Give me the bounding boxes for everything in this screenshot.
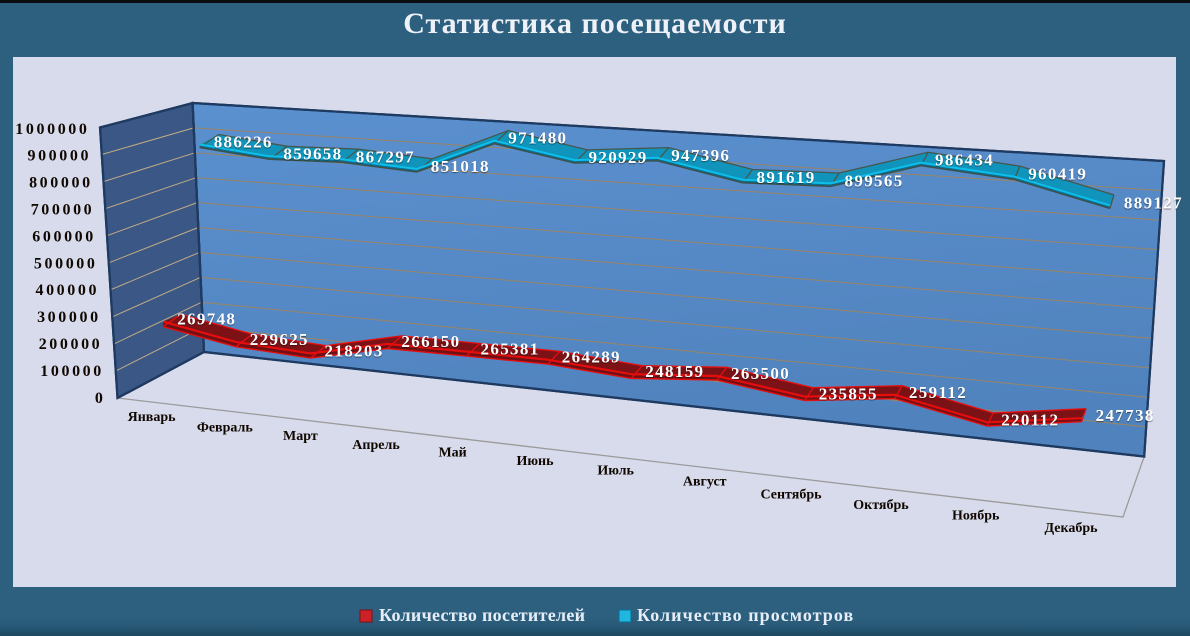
svg-text:Статистика посещаемости: Статистика посещаемости [403, 7, 787, 40]
svg-text:947396: 947396 [671, 146, 730, 165]
svg-text:100000: 100000 [40, 363, 104, 380]
svg-text:264289: 264289 [562, 348, 621, 367]
svg-text:Количество просмотров: Количество просмотров [637, 605, 854, 625]
svg-text:600000: 600000 [32, 228, 96, 245]
svg-text:248159: 248159 [645, 362, 704, 381]
svg-text:Июнь: Июнь [516, 454, 554, 469]
svg-text:300000: 300000 [37, 309, 101, 326]
svg-text:Июль: Июль [597, 463, 634, 478]
svg-text:Декабрь: Декабрь [1044, 521, 1098, 536]
svg-text:891619: 891619 [757, 168, 816, 187]
svg-text:920929: 920929 [589, 148, 648, 167]
svg-text:Октябрь: Октябрь [853, 498, 909, 513]
svg-text:851018: 851018 [431, 157, 490, 176]
svg-text:218203: 218203 [325, 341, 384, 360]
svg-text:Количество посетителей: Количество посетителей [379, 605, 585, 625]
svg-text:247738: 247738 [1096, 406, 1155, 425]
svg-text:859658: 859658 [283, 144, 342, 163]
svg-text:400000: 400000 [35, 282, 99, 299]
svg-text:229625: 229625 [250, 330, 309, 349]
svg-text:886226: 886226 [214, 133, 273, 152]
svg-text:986434: 986434 [935, 151, 994, 170]
svg-text:265381: 265381 [481, 340, 540, 359]
svg-text:Август: Август [683, 475, 727, 490]
svg-text:0: 0 [95, 390, 106, 407]
svg-text:889127: 889127 [1124, 193, 1183, 212]
svg-text:220112: 220112 [1001, 410, 1059, 429]
svg-text:Январь: Январь [128, 410, 177, 425]
svg-text:Ноябрь: Ноябрь [952, 509, 1000, 524]
svg-text:1000000: 1000000 [15, 121, 89, 138]
svg-text:900000: 900000 [27, 148, 91, 165]
svg-text:Февраль: Февраль [197, 420, 254, 435]
svg-text:259112: 259112 [909, 383, 967, 402]
svg-text:235855: 235855 [819, 385, 878, 404]
svg-text:Сентябрь: Сентябрь [760, 488, 822, 503]
svg-text:500000: 500000 [34, 255, 98, 272]
svg-text:700000: 700000 [31, 202, 95, 219]
svg-text:263500: 263500 [731, 364, 790, 383]
svg-text:Май: Май [438, 445, 466, 460]
svg-text:Апрель: Апрель [352, 438, 400, 453]
svg-text:867297: 867297 [356, 147, 415, 166]
svg-text:800000: 800000 [29, 175, 93, 192]
svg-text:269748: 269748 [177, 310, 236, 329]
svg-text:Март: Март [283, 429, 318, 444]
svg-text:899565: 899565 [845, 171, 904, 190]
svg-text:971480: 971480 [508, 129, 567, 148]
svg-text:266150: 266150 [401, 332, 460, 351]
svg-text:200000: 200000 [39, 336, 103, 353]
svg-text:960419: 960419 [1028, 165, 1087, 184]
